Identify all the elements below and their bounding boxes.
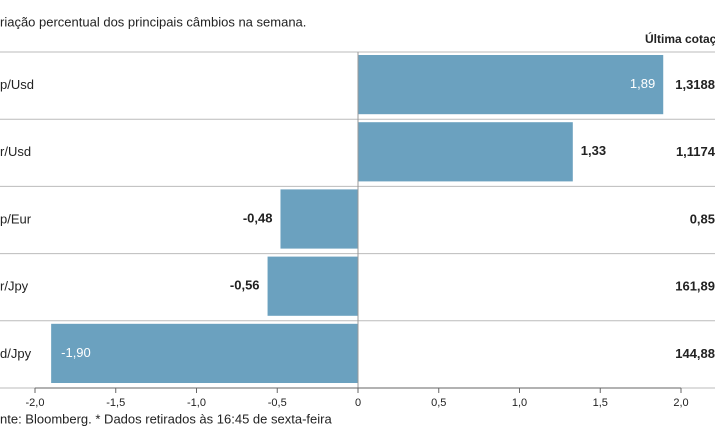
chart-title: riação percentual dos principais câmbios… xyxy=(0,14,306,29)
category-label: r/Jpy xyxy=(0,279,29,294)
category-label: d/Jpy xyxy=(0,346,32,361)
bar xyxy=(280,189,358,249)
value-label: -0,48 xyxy=(243,210,273,225)
last-quote: 161,89 xyxy=(675,279,715,294)
value-label: 1,33 xyxy=(581,143,606,158)
last-quote: 1,3188 xyxy=(675,77,715,92)
x-tick-label: -2,0 xyxy=(26,397,45,409)
last-quote: 0,85 xyxy=(690,211,715,226)
x-tick-label: 0,5 xyxy=(431,397,446,409)
x-tick-label: -1,0 xyxy=(187,397,206,409)
x-tick-label: 1,5 xyxy=(593,397,608,409)
value-label: -0,56 xyxy=(230,278,260,293)
value-label: 1,89 xyxy=(630,76,655,91)
x-tick-label: -1,5 xyxy=(106,397,125,409)
bar xyxy=(51,323,359,383)
x-tick-label: 1,0 xyxy=(512,397,527,409)
last-quote: 1,1174 xyxy=(676,144,715,159)
bar xyxy=(358,122,573,182)
x-tick-label: -0,5 xyxy=(268,397,287,409)
last-quote: 144,88 xyxy=(675,346,715,361)
category-label: r/Usd xyxy=(0,144,31,159)
source-note: nte: Bloomberg. * Dados retirados às 16:… xyxy=(0,411,332,426)
bar xyxy=(358,55,664,115)
category-label: p/Usd xyxy=(0,77,34,92)
x-tick-label: 0 xyxy=(355,397,361,409)
x-tick-label: 2,0 xyxy=(673,397,688,409)
value-label: -1,90 xyxy=(61,345,91,360)
bar xyxy=(267,256,358,316)
category-label: p/Eur xyxy=(0,211,32,226)
column-header: Última cotaç xyxy=(645,31,715,46)
